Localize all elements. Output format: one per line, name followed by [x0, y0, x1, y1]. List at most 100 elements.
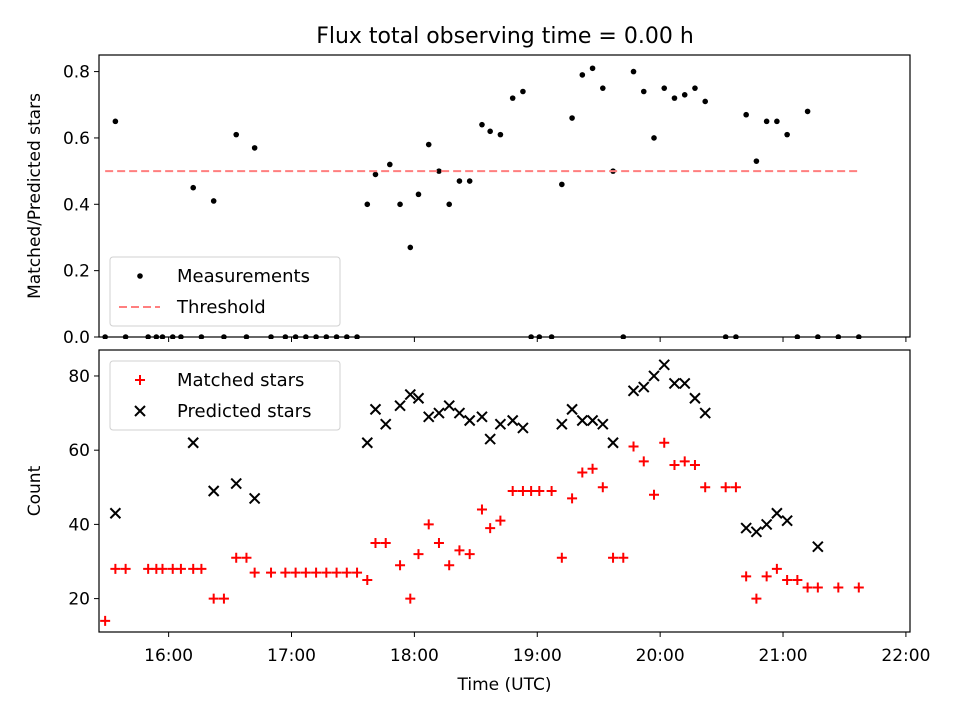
- measurement-point: [794, 334, 801, 339]
- predicted-star-point: [517, 422, 529, 434]
- matched-star-point: [689, 460, 700, 471]
- x-axis-label: Time (UTC): [457, 675, 552, 695]
- measurement-point: [243, 334, 250, 339]
- measurement-point: [784, 131, 790, 138]
- measurement-point: [456, 178, 463, 184]
- matched-star-point: [751, 593, 762, 604]
- matched-star-point: [444, 560, 455, 571]
- matched-star-point: [659, 437, 670, 448]
- matched-star-point: [628, 441, 639, 452]
- matched-star-point: [485, 523, 496, 534]
- matched-star-point: [311, 567, 322, 578]
- measurement-point: [446, 201, 453, 208]
- y-tick-label: 0.8: [63, 63, 90, 83]
- legend-predicted-swatch: [134, 405, 146, 417]
- measurement-point: [630, 68, 637, 75]
- matched-star-point: [249, 567, 260, 578]
- matched-star-point: [476, 504, 487, 515]
- matched-star-point: [405, 593, 416, 604]
- matched-star-point: [556, 552, 567, 563]
- matched-star-point: [196, 563, 207, 574]
- predicted-star-point: [207, 485, 220, 497]
- predicted-star-point: [109, 507, 122, 519]
- legend-label: Threshold: [176, 297, 266, 318]
- data-layer: [102, 65, 862, 339]
- measurement-point: [354, 334, 360, 339]
- matched-star-point: [352, 567, 363, 578]
- legend-label: Measurements: [177, 266, 310, 287]
- matched-star-point: [546, 486, 557, 496]
- measurement-point: [536, 334, 543, 339]
- measurement-point: [333, 334, 340, 339]
- measurement-point: [436, 168, 442, 174]
- matched-star-point: [812, 582, 823, 593]
- predicted-star-point: [607, 437, 619, 449]
- measurement-point: [589, 65, 596, 72]
- matched-star-point: [771, 563, 782, 574]
- matched-star-point: [534, 486, 545, 496]
- measurement-point: [681, 92, 688, 98]
- measurement-point: [702, 98, 709, 105]
- x-tick-label: 20:00: [636, 646, 685, 666]
- matched-star-point: [157, 563, 168, 574]
- matched-star-point: [300, 567, 311, 578]
- figure-title: Flux total observing time = 0.00 h: [316, 24, 694, 49]
- y-axis-label: Matched/Predicted stars: [25, 93, 45, 299]
- measurement-point: [661, 85, 668, 91]
- legend-box: [109, 256, 341, 327]
- measurement-point: [198, 334, 205, 339]
- matched-star-point: [608, 552, 619, 563]
- predicted-star-point: [740, 522, 752, 534]
- predicted-star-point: [361, 437, 373, 449]
- measurement-point: [774, 118, 780, 125]
- measurement-point: [292, 334, 299, 339]
- measurement-point: [640, 88, 647, 95]
- matched-star-point: [175, 563, 186, 574]
- measurement-point: [487, 128, 493, 135]
- predicted-star-point: [760, 518, 773, 531]
- measurement-point: [190, 184, 197, 191]
- y-tick-label: 0.6: [63, 129, 90, 149]
- matched-star-point: [507, 486, 518, 496]
- measurement-point: [671, 95, 678, 101]
- predicted-star-point: [380, 418, 392, 430]
- measurement-point: [313, 334, 319, 339]
- y-tick-label: 0.4: [63, 195, 90, 215]
- matched-star-point: [218, 593, 229, 604]
- matched-star-point: [413, 549, 424, 560]
- measurement-point: [804, 108, 811, 115]
- measurement-point: [372, 171, 379, 178]
- matched-star-point: [290, 567, 301, 578]
- predicted-star-point: [627, 385, 640, 397]
- x-tick-label: 21:00: [759, 646, 808, 666]
- matched-star-point: [741, 571, 752, 582]
- matched-star-point: [730, 482, 741, 493]
- measurement-point: [145, 334, 151, 339]
- predicted-star-point: [576, 414, 589, 427]
- matched-star-point: [110, 563, 121, 574]
- predicted-star-point: [689, 392, 701, 404]
- matched-star-point: [782, 575, 793, 586]
- y-axis-label: Count: [25, 465, 45, 516]
- matched-star-point: [321, 567, 332, 578]
- measurement-point: [835, 334, 842, 339]
- predicted-star-point: [187, 437, 199, 449]
- legend: Matched stars Predicted stars: [109, 360, 341, 431]
- measurement-point: [122, 334, 129, 339]
- measurement-point: [579, 72, 586, 78]
- matched-star-point: [454, 545, 465, 556]
- measurement-point: [722, 334, 729, 339]
- predicted-star-point: [668, 377, 681, 390]
- predicted-star-point: [812, 540, 824, 553]
- matched-star-point: [241, 552, 252, 563]
- measurement-point: [763, 118, 770, 125]
- predicted-star-point: [453, 407, 466, 419]
- measurement-point: [651, 135, 657, 141]
- measurement-point: [815, 334, 821, 339]
- matched-star-point: [597, 482, 608, 493]
- x-tick-label: 16:00: [144, 646, 193, 666]
- measurement-point: [425, 141, 432, 148]
- measurement-point: [303, 334, 309, 339]
- matched-star-point: [208, 593, 219, 604]
